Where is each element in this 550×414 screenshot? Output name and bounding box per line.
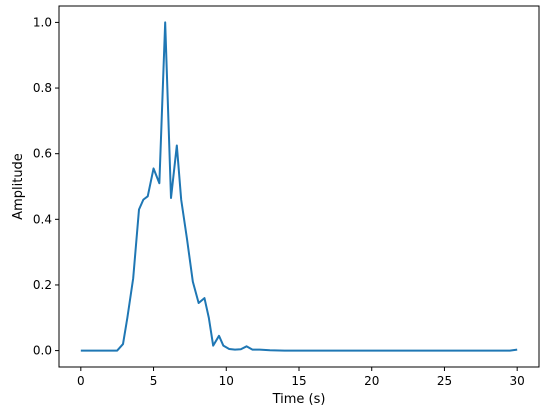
x-tick-label: 30 xyxy=(510,374,525,388)
x-tick-label: 25 xyxy=(437,374,452,388)
x-tick-label: 20 xyxy=(364,374,379,388)
amplitude-series-line xyxy=(80,21,518,352)
y-tick-label: 0.2 xyxy=(33,278,52,292)
x-tick-label: 10 xyxy=(219,374,234,388)
plot-area-frame xyxy=(58,5,540,368)
x-tick-label: 15 xyxy=(291,374,306,388)
y-axis-ticks: 0.0 0.2 0.4 0.6 0.8 1.0 xyxy=(33,15,59,358)
y-tick-label: 0.8 xyxy=(33,81,52,95)
y-tick-label: 0.6 xyxy=(33,147,52,161)
y-tick-label: 1.0 xyxy=(33,15,52,29)
x-tick-label: 5 xyxy=(150,374,158,388)
y-tick-label: 0.0 xyxy=(33,344,52,358)
y-axis-label: Amplitude xyxy=(11,153,26,220)
x-tick-label: 0 xyxy=(77,374,85,388)
x-axis-ticks: 0 5 10 15 20 25 30 xyxy=(77,367,525,388)
y-tick-label: 0.4 xyxy=(33,212,52,226)
x-axis-label: Time (s) xyxy=(272,392,326,407)
